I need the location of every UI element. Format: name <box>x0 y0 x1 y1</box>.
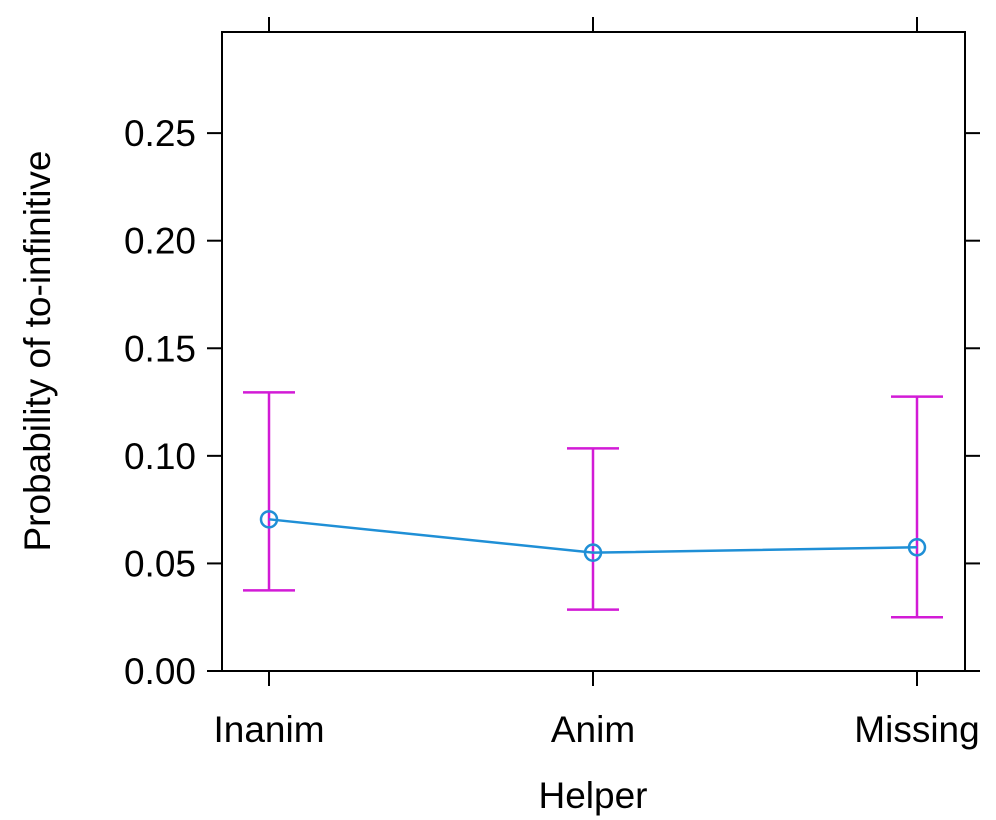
data-point <box>583 543 603 562</box>
x-tick-label: Missing <box>854 709 979 750</box>
y-tick-label: 0.05 <box>124 543 196 584</box>
y-tick-label: 0.25 <box>124 113 196 154</box>
data-point <box>259 510 279 529</box>
x-tick-label: Inanim <box>213 709 324 750</box>
x-axis-title: Helper <box>539 775 648 816</box>
series-line <box>268 518 918 554</box>
x-tick-label: Anim <box>551 709 635 750</box>
y-axis-title: Probability of to-infinitive <box>17 150 58 551</box>
data-point <box>907 538 927 557</box>
y-tick-label: 0.15 <box>124 328 196 369</box>
y-tick-label: 0.00 <box>124 651 196 692</box>
y-tick-label: 0.10 <box>124 436 196 477</box>
y-tick-label: 0.20 <box>124 221 196 262</box>
